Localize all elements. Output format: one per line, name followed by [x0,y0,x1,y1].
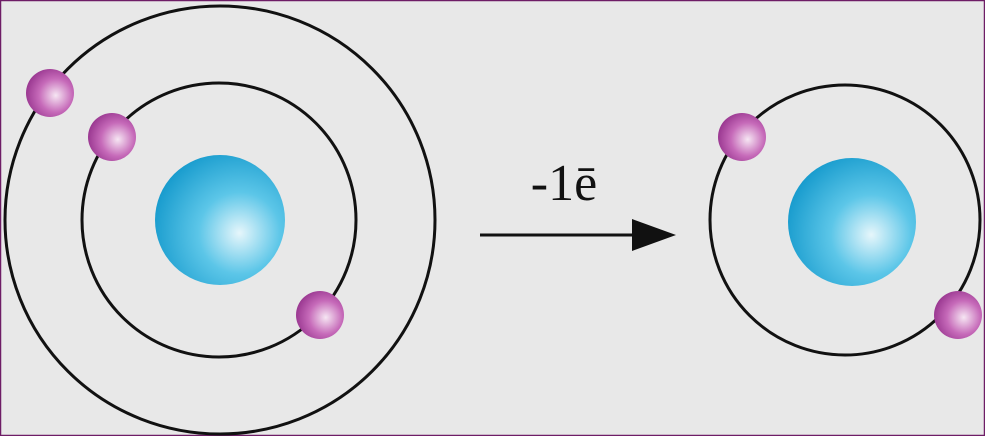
electron [718,113,766,161]
page: -1ē (() => { const data = JSON.parse(doc… [0,0,985,436]
electron [934,291,982,339]
electron [26,69,74,117]
nucleus [155,155,285,285]
electron [88,113,136,161]
nucleus [788,158,916,286]
diagram: -1ē [0,0,985,436]
arrow-label: -1ē [531,155,597,212]
electron [296,291,344,339]
